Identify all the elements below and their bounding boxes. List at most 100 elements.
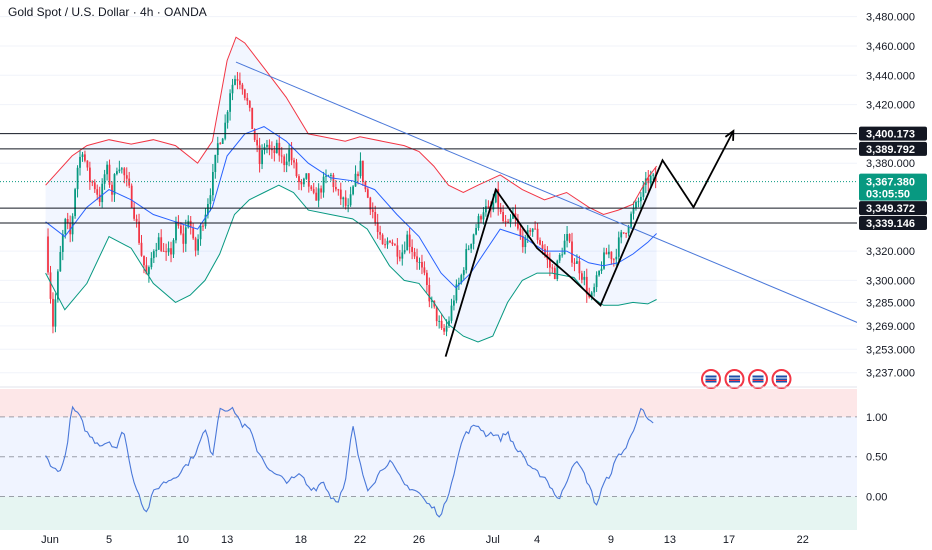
candle-body (354, 173, 357, 187)
level-tag-label: 3,339.146 (866, 218, 915, 230)
arrow-head-icon (724, 129, 735, 141)
event-markers[interactable] (701, 369, 792, 389)
candle-body (71, 216, 74, 235)
price-axis-labels: 3,480.000 3,460.000 3,440.000 3,420.000 3,38… (866, 12, 915, 380)
candle-body (519, 228, 522, 236)
candle-body (389, 240, 391, 243)
candle-body (288, 149, 290, 162)
candle-body (362, 160, 364, 182)
price-pane[interactable] (0, 0, 857, 383)
candle-body (152, 251, 155, 259)
time-tick-label: 22 (797, 534, 809, 546)
candle-body (517, 219, 519, 229)
candle-body (509, 218, 512, 222)
candle-body (477, 216, 480, 228)
candle-body (300, 182, 303, 185)
candle-body (635, 202, 637, 209)
candle-body (573, 262, 576, 264)
oscillator-tick-label: 0.00 (866, 492, 887, 504)
level-tags: 3,400.173 3,389.792 3,349.372 3,339.146 3,36… (859, 126, 927, 231)
candle-body (376, 222, 379, 232)
pattern-projection (444, 129, 735, 357)
candle-body (298, 176, 300, 183)
time-tick-label: 18 (295, 534, 307, 546)
oscillator-tick-label: 0.50 (866, 452, 887, 464)
candle-body (293, 160, 295, 163)
candle-body (271, 148, 273, 151)
candle-body (239, 80, 241, 85)
price-tick-label: 3,269.000 (866, 321, 915, 333)
candle-body (497, 188, 500, 208)
level-tag (859, 216, 927, 231)
candle-body (98, 194, 101, 203)
candle-body (581, 273, 583, 280)
candle-body (462, 270, 465, 276)
candle-body (369, 197, 372, 210)
candle-body (64, 219, 67, 235)
candle-body (66, 219, 69, 224)
candle-body (344, 197, 347, 206)
candle-body (394, 244, 396, 246)
candle-body (467, 248, 470, 250)
candle-body (608, 251, 610, 255)
candle-body (248, 100, 251, 108)
candle-body (295, 162, 298, 177)
event-flag-icon[interactable] (771, 369, 792, 389)
price-tick-label: 3,440.000 (866, 70, 915, 82)
candle-body (241, 84, 244, 90)
candle-body (411, 246, 413, 252)
candle-body (106, 164, 108, 175)
candle-body (261, 150, 263, 165)
event-flag-icon[interactable] (724, 369, 745, 389)
candle-body (536, 228, 539, 240)
candle-body (492, 202, 495, 210)
time-tick-label: 13 (664, 534, 676, 546)
price-axis[interactable] (857, 0, 932, 550)
candle-body (175, 221, 177, 241)
candle-body (435, 306, 438, 322)
candle-body (406, 234, 409, 251)
candle-body (79, 156, 81, 168)
level-tag-label: 3,389.792 (866, 144, 915, 156)
price-tick-label: 3,300.000 (866, 275, 915, 287)
candle-body (428, 285, 431, 302)
candle-body (52, 298, 54, 327)
candle-body (610, 251, 613, 260)
candle-body (529, 230, 532, 232)
candle-body (187, 220, 190, 228)
candle-body (632, 208, 635, 214)
candle-body (568, 234, 571, 242)
candle-body (590, 292, 593, 298)
candle-body (502, 212, 504, 221)
candle-body (504, 221, 507, 222)
candle-body (349, 194, 352, 206)
candle-body (521, 236, 524, 248)
candle-body (359, 160, 362, 177)
event-flag-icon[interactable] (748, 369, 768, 389)
candle-body (622, 232, 625, 234)
candle-body (458, 282, 460, 285)
time-axis[interactable] (0, 530, 932, 550)
candle-body (561, 254, 564, 256)
time-tick-label: Jul (486, 534, 500, 546)
candle-body (595, 275, 598, 288)
event-flag-icon[interactable] (701, 369, 721, 389)
candle-body (74, 189, 76, 217)
price-tick-label: 3,480.000 (866, 12, 915, 24)
candle-body (194, 238, 197, 251)
candle-body (170, 248, 172, 255)
candle-body (111, 184, 113, 195)
candle-body (226, 111, 229, 123)
candle-body (640, 196, 642, 202)
candle-body (197, 239, 199, 251)
candle-body (426, 272, 428, 285)
candle-body (460, 275, 463, 283)
candle-body (125, 175, 128, 179)
time-axis-labels: Jun 5 10 13 18 22 26 Jul 4 9 13 17 22 (41, 534, 809, 546)
candle-body (531, 228, 534, 232)
candle-body (335, 187, 337, 190)
candle-body (189, 220, 192, 228)
descending-trendline (235, 61, 862, 325)
candle-body (165, 251, 167, 253)
